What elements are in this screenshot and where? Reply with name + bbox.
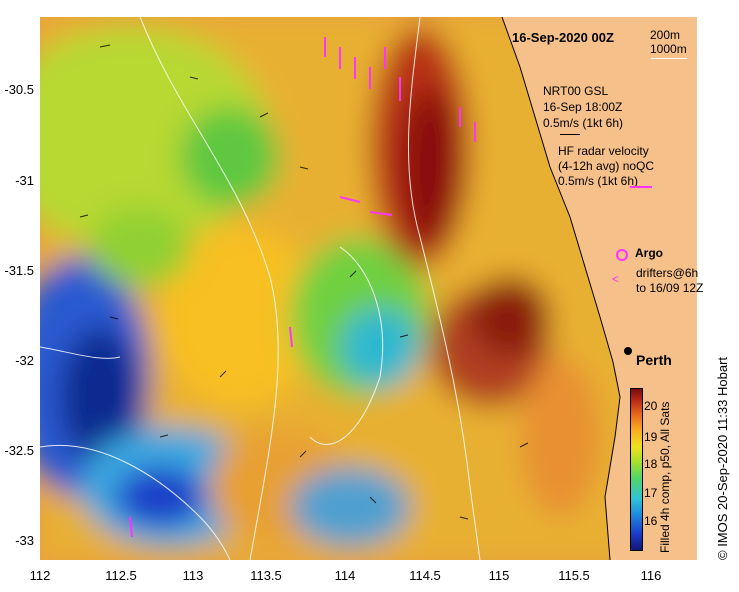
sst-map <box>40 17 697 560</box>
x-tick: 115 <box>488 568 510 583</box>
gsl-legend-line1: NRT00 GSL <box>543 84 609 98</box>
x-tick: 114.5 <box>409 568 441 583</box>
x-tick: 113.5 <box>250 568 282 583</box>
x-tick: 115.5 <box>558 568 590 583</box>
gsl-arrow-icon <box>560 134 580 135</box>
hf-legend-line1: HF radar velocity <box>558 144 649 158</box>
hf-arrow-icon <box>630 186 652 188</box>
drifters-legend-line2: to 16/09 12Z <box>636 281 704 295</box>
depth-200-label: 200m <box>650 28 681 42</box>
colorbar <box>630 388 643 551</box>
drifter-icon: < <box>612 272 620 286</box>
x-tick: 112.5 <box>105 568 137 583</box>
y-tick: -33 <box>15 533 34 548</box>
argo-label: Argo <box>635 246 663 260</box>
x-tick: 114 <box>334 568 356 583</box>
y-tick: -31 <box>15 173 34 188</box>
colorbar-tick: 20 <box>644 399 658 413</box>
hf-legend-line2: (4-12h avg) noQC <box>558 159 655 173</box>
drifters-legend-line1: drifters@6h <box>636 266 699 280</box>
depth-contour-key <box>651 58 687 59</box>
colorbar-tick: 18 <box>644 457 658 471</box>
y-tick: -30.5 <box>4 82 34 97</box>
colorbar-label: Filled 4h comp, p50, All Sats <box>658 401 672 553</box>
y-tick: -31.5 <box>4 263 34 278</box>
gsl-legend-line2: 16-Sep 18:00Z <box>543 100 623 114</box>
hf-legend-line3: 0.5m/s (1kt 6h) <box>558 174 639 188</box>
depth-1000-label: 1000m <box>650 42 687 56</box>
x-tick: 116 <box>640 568 662 583</box>
colorbar-tick: 17 <box>644 486 658 500</box>
perth-marker <box>624 347 632 355</box>
perth-label: Perth <box>636 352 672 368</box>
sst-field <box>40 17 697 560</box>
y-tick: -32.5 <box>4 443 34 458</box>
argo-icon <box>616 249 628 261</box>
x-tick: 112 <box>29 568 51 583</box>
credit-text: © IMOS 20-Sep-2020 11:33 Hobart <box>715 356 730 560</box>
gsl-legend-line3: 0.5m/s (1kt 6h) <box>543 116 624 130</box>
colorbar-tick: 19 <box>644 430 658 444</box>
y-tick: -32 <box>15 353 34 368</box>
colorbar-tick: 16 <box>644 514 658 528</box>
map-title: 16-Sep-2020 00Z <box>512 30 614 45</box>
x-tick: 113 <box>182 568 204 583</box>
